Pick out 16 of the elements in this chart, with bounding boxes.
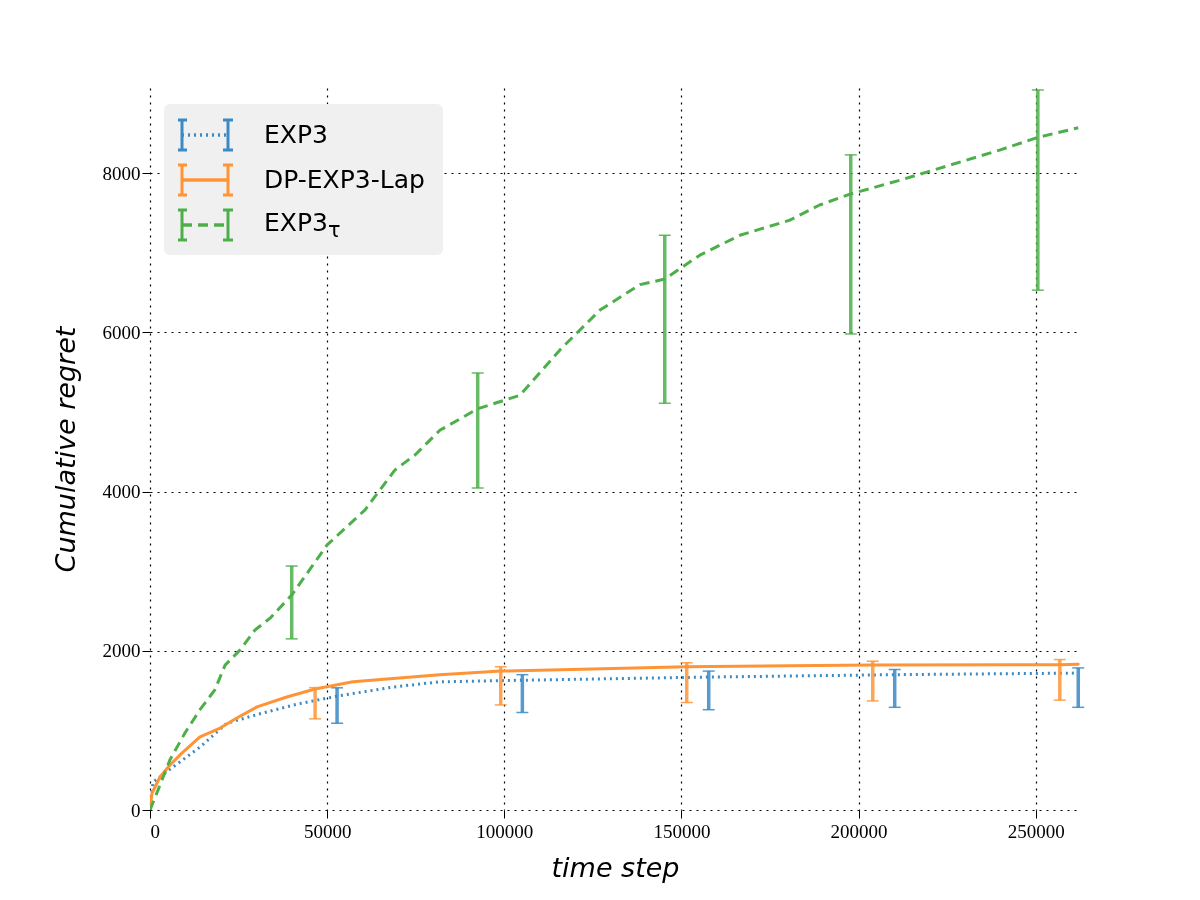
x-axis-title: time step — [551, 851, 680, 883]
x-tick-label: 250000 — [1007, 820, 1065, 842]
x-tick-label: 100000 — [476, 820, 534, 842]
y-tick-label: 2000 — [102, 640, 141, 662]
x-tick-label: 200000 — [830, 820, 888, 842]
y-tick-label: 0 — [131, 799, 141, 821]
legend-label: DP-EXP3-Lap — [264, 165, 425, 194]
y-tick-label: 4000 — [102, 481, 141, 503]
y-axis-title: Cumulative regret — [49, 325, 81, 573]
x-tick-label: 50000 — [303, 820, 352, 842]
x-tick-label: 150000 — [653, 820, 711, 842]
y-tick-label: 8000 — [102, 162, 141, 184]
y-tick-label: 6000 — [102, 321, 141, 343]
legend-label: EXP3$_{τ}$ — [264, 207, 341, 242]
x-tick-label: 0 — [150, 820, 160, 842]
legend-label: EXP3 — [264, 120, 328, 149]
